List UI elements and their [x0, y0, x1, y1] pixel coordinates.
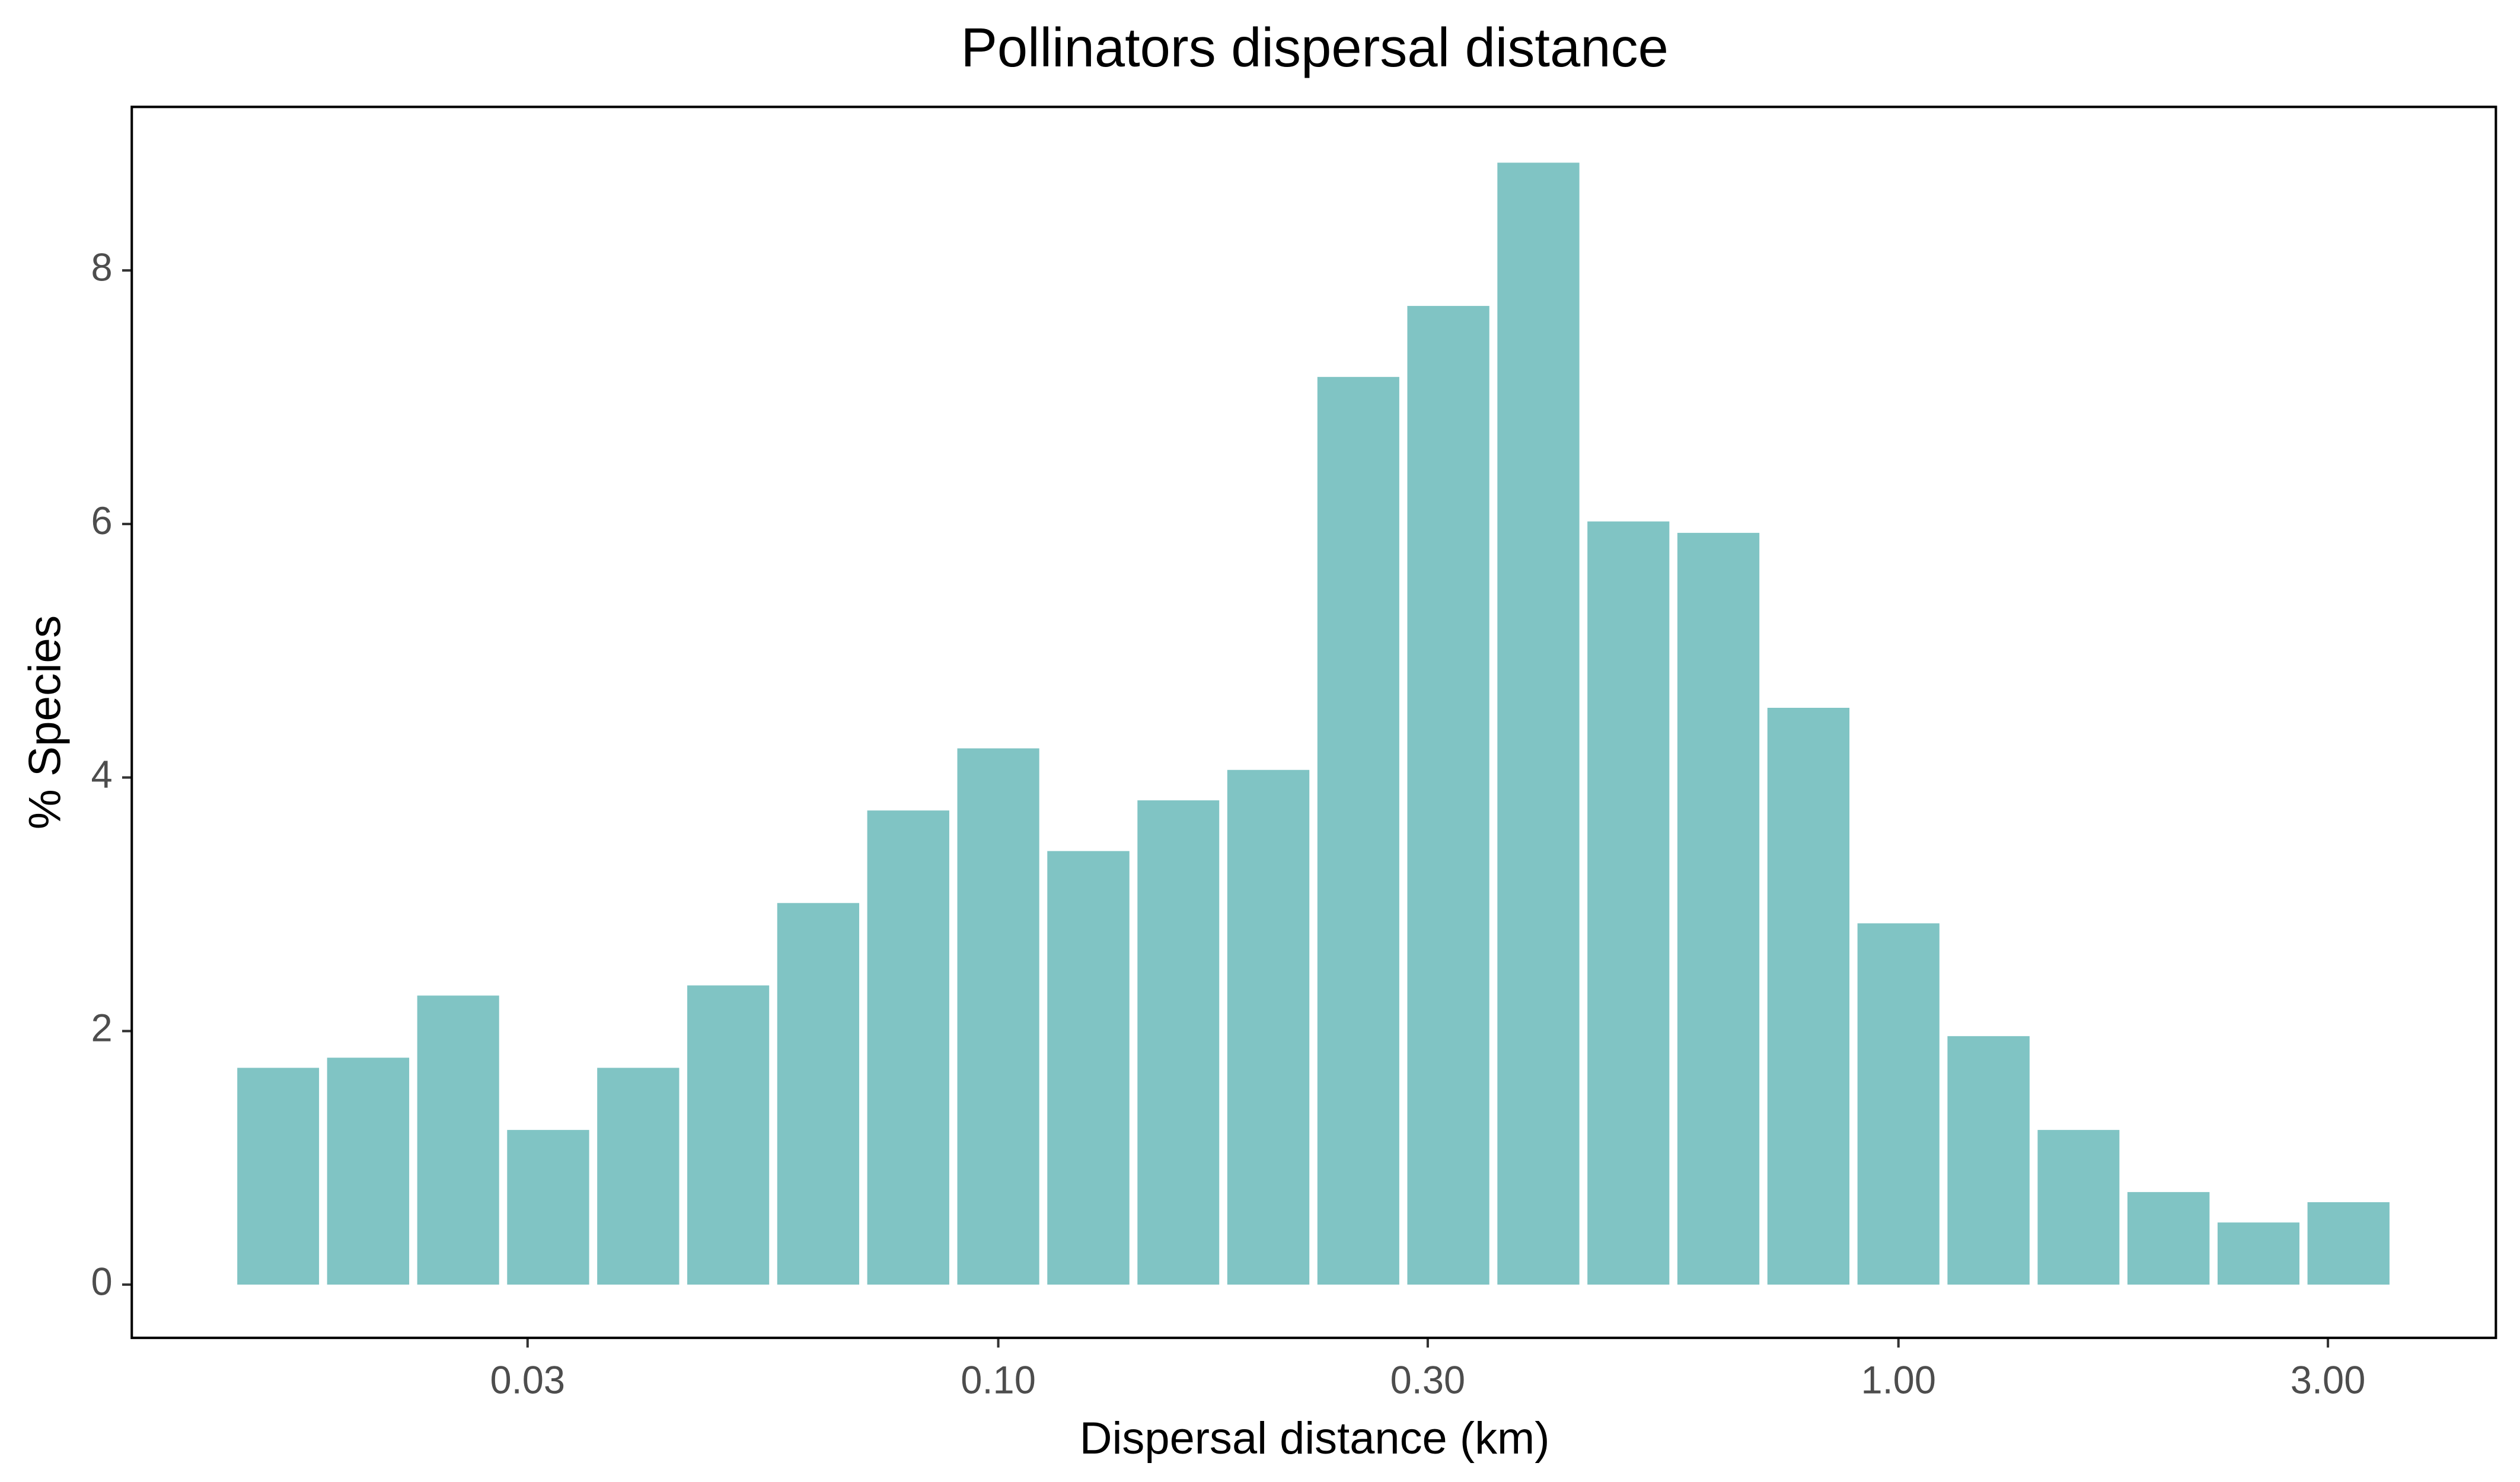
bar — [1047, 851, 1130, 1285]
bar — [327, 1058, 410, 1285]
bar — [1317, 376, 1399, 1285]
bar — [1227, 769, 1310, 1285]
bar — [1677, 532, 1760, 1285]
x-tick-label: 3.00 — [2291, 1358, 2366, 1401]
bar — [957, 748, 1039, 1285]
bar — [2217, 1222, 2300, 1285]
bar — [687, 985, 770, 1285]
plot-border — [130, 106, 2497, 1339]
bar — [507, 1130, 589, 1285]
bar — [417, 995, 499, 1285]
x-tick-label: 0.10 — [961, 1358, 1036, 1401]
bar — [1587, 521, 1670, 1285]
y-axis-title: % Species — [20, 615, 71, 829]
x-tick-label: 0.03 — [490, 1358, 565, 1401]
x-tick-label: 0.30 — [1390, 1358, 1466, 1401]
bar — [1137, 800, 1220, 1285]
y-tick-label: 8 — [91, 245, 113, 289]
bar — [2127, 1192, 2210, 1285]
bar — [867, 810, 949, 1285]
x-axis-title: Dispersal distance (km) — [1080, 1413, 1550, 1464]
chart-title: Pollinators dispersal distance — [961, 17, 1668, 78]
bar — [237, 1068, 320, 1285]
y-tick-label: 2 — [91, 1006, 113, 1049]
bar — [1767, 707, 1850, 1285]
bar — [1947, 1036, 2030, 1285]
bar — [2307, 1202, 2390, 1285]
bar — [777, 903, 860, 1285]
bar — [2037, 1130, 2120, 1285]
y-tick-label: 4 — [91, 753, 113, 796]
bar — [1407, 306, 1489, 1285]
y-tick-label: 6 — [91, 499, 113, 542]
bar — [597, 1068, 680, 1285]
x-tick-label: 1.00 — [1861, 1358, 1936, 1401]
bar — [1497, 162, 1580, 1285]
y-tick-label: 0 — [91, 1260, 113, 1303]
bar — [1857, 923, 1940, 1285]
